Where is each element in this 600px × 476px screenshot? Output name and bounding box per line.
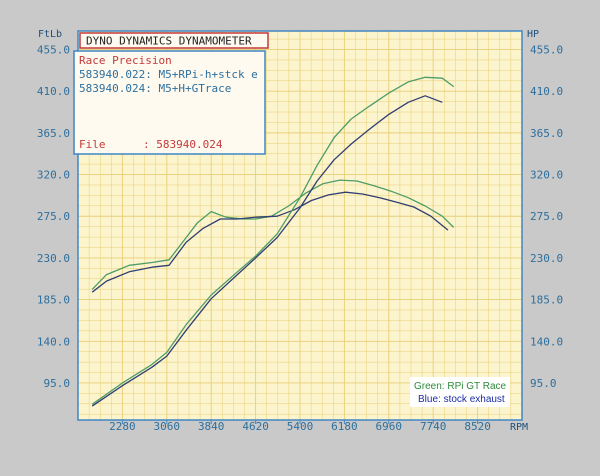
y-tick-label-left: 140.0 <box>37 335 70 348</box>
run-line-1: 583940.022: M5+RPi-h+stck e <box>79 68 258 81</box>
title-box <box>79 32 269 49</box>
y-tick-label-left: 320.0 <box>37 169 70 182</box>
legend-box <box>410 377 510 407</box>
file-label: File <box>79 138 106 151</box>
x-tick-label: 7740 <box>420 420 447 433</box>
blue-power-curve <box>91 95 443 407</box>
y-tick-label-left: 275.0 <box>37 210 70 223</box>
x-tick-label: 3840 <box>198 420 225 433</box>
x-tick-label: 6960 <box>376 420 403 433</box>
y-tick-label-right: 140.0 <box>530 335 563 348</box>
y-tick-label-left: 230.0 <box>37 252 70 265</box>
run-info-box <box>73 50 266 155</box>
legend-blue: Blue: stock exhaust <box>418 394 505 405</box>
run-line-2: 583940.024: M5+H+GTrace <box>79 82 231 95</box>
y-tick-label-left: 95.0 <box>44 377 71 390</box>
x-tick-label: 2280 <box>109 420 136 433</box>
info-heading: Race Precision <box>79 54 172 67</box>
x-tick-label: 5400 <box>287 420 314 433</box>
y-tick-label-right: 230.0 <box>530 252 563 265</box>
green-power-curve <box>91 76 455 405</box>
y-tick-label-right: 455.0 <box>530 44 563 57</box>
y-tick-label-left: 410.0 <box>37 85 70 98</box>
y-tick-label-left: 455.0 <box>37 44 70 57</box>
file-value: : 583940.024 <box>143 138 223 151</box>
x-unit-label: RPM <box>510 422 528 433</box>
y-tick-label-right: 410.0 <box>530 85 563 98</box>
x-tick-label: 6180 <box>331 420 358 433</box>
blue-torque-curve <box>91 191 449 293</box>
right-unit-label: HP <box>527 29 539 40</box>
y-tick-label-right: 365.0 <box>530 127 563 140</box>
legend-green: Green: RPi GT Race <box>414 381 507 392</box>
y-tick-label-right: 185.0 <box>530 294 563 307</box>
x-tick-label: 8520 <box>464 420 491 433</box>
y-tick-label-right: 320.0 <box>530 169 563 182</box>
x-tick-label: 4620 <box>242 420 269 433</box>
tick-labels: 2280 3060 3840 4620 5400 6180 6960 7740 8520 95.0… <box>37 44 563 433</box>
curves <box>91 76 455 407</box>
y-tick-label-left: 185.0 <box>37 294 70 307</box>
y-tick-label-left: 365.0 <box>37 127 70 140</box>
x-tick-label: 3060 <box>154 420 181 433</box>
y-tick-label-right: 275.0 <box>530 210 563 223</box>
left-unit-label: FtLb <box>38 29 62 40</box>
y-tick-label-right: 95.0 <box>530 377 557 390</box>
chart-title: DYNO DYNAMICS DYNAMOMETER <box>86 35 252 48</box>
